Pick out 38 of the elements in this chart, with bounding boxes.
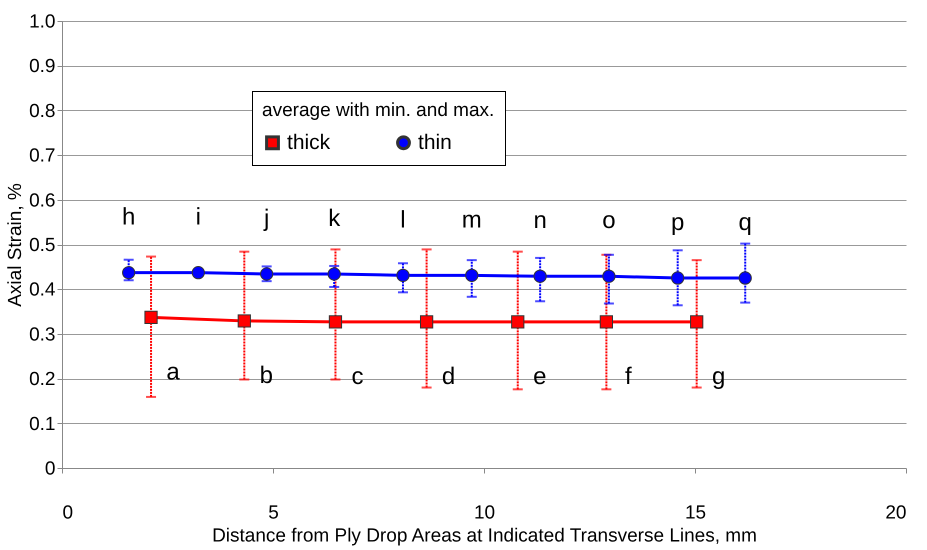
y-tick-label: 0.1 [29, 414, 56, 435]
x-tick-label: 5 [268, 502, 279, 524]
y-tick-label: 0 [44, 458, 56, 480]
annotation: k [328, 205, 342, 232]
x-tick-label: 15 [684, 502, 706, 524]
y-tick-label: 0.6 [29, 190, 56, 212]
legend-label: thick [287, 130, 331, 154]
y-tick-label: 0.3 [29, 324, 56, 346]
annotation: c [351, 362, 364, 390]
x-tick-label: 0 [62, 502, 74, 524]
x-tick-label: 10 [474, 502, 496, 524]
legend-title: average with min. and max. [262, 100, 494, 121]
annotation: a [166, 358, 180, 386]
annotation: p [671, 209, 684, 236]
annotation: m [462, 206, 482, 234]
annotation: i [196, 204, 201, 231]
annotation: b [260, 362, 273, 389]
annotation: g [712, 362, 726, 390]
y-tick-label: 0.7 [29, 146, 56, 167]
annotation: q [738, 209, 752, 236]
annotation: o [602, 207, 616, 234]
x-axis-title: Distance from Ply Drop Areas at Indicated Transverse Lines, mm [212, 526, 757, 546]
y-tick-label: 0.9 [29, 56, 56, 78]
annotation: e [533, 362, 546, 390]
y-tick-label: 0.4 [29, 280, 56, 301]
y-tick-label: 0.8 [29, 100, 56, 122]
annotation: l [400, 206, 406, 234]
annotation: n [533, 207, 547, 234]
annotation: d [442, 362, 456, 390]
annotation: h [122, 204, 136, 231]
y-tick-label: 0.2 [29, 369, 56, 390]
legend-label: thin [418, 130, 452, 154]
y-tick-label: 1.0 [29, 12, 56, 32]
x-tick-label: 20 [885, 502, 906, 524]
annotation: j [263, 205, 270, 232]
y-axis-title: Axial Strain, % [5, 183, 26, 307]
y-tick-label: 0.5 [29, 235, 56, 256]
annotation: f [625, 362, 632, 390]
